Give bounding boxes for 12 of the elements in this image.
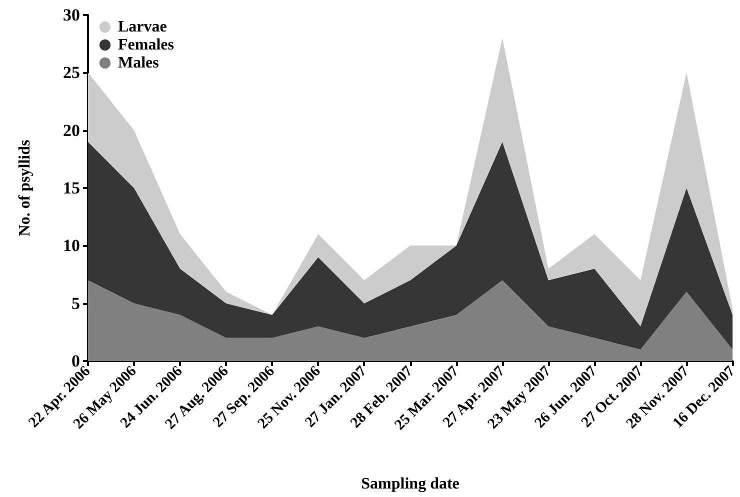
y-tick-label: 20 <box>63 120 80 140</box>
legend-label: Females <box>118 36 174 54</box>
legend-label: Larvae <box>118 18 167 36</box>
y-tick-label: 15 <box>63 178 80 198</box>
y-tick-label: 5 <box>72 294 80 313</box>
y-axis-title: No. of psyllids <box>16 140 34 236</box>
y-tick-label: 0 <box>72 352 80 370</box>
x-axis-title: Sampling date <box>361 476 460 492</box>
y-tick-label: 30 <box>63 6 80 24</box>
y-tick-label: 25 <box>63 63 80 82</box>
legend-label: Males <box>118 54 159 72</box>
y-tick-label: 10 <box>63 236 80 256</box>
